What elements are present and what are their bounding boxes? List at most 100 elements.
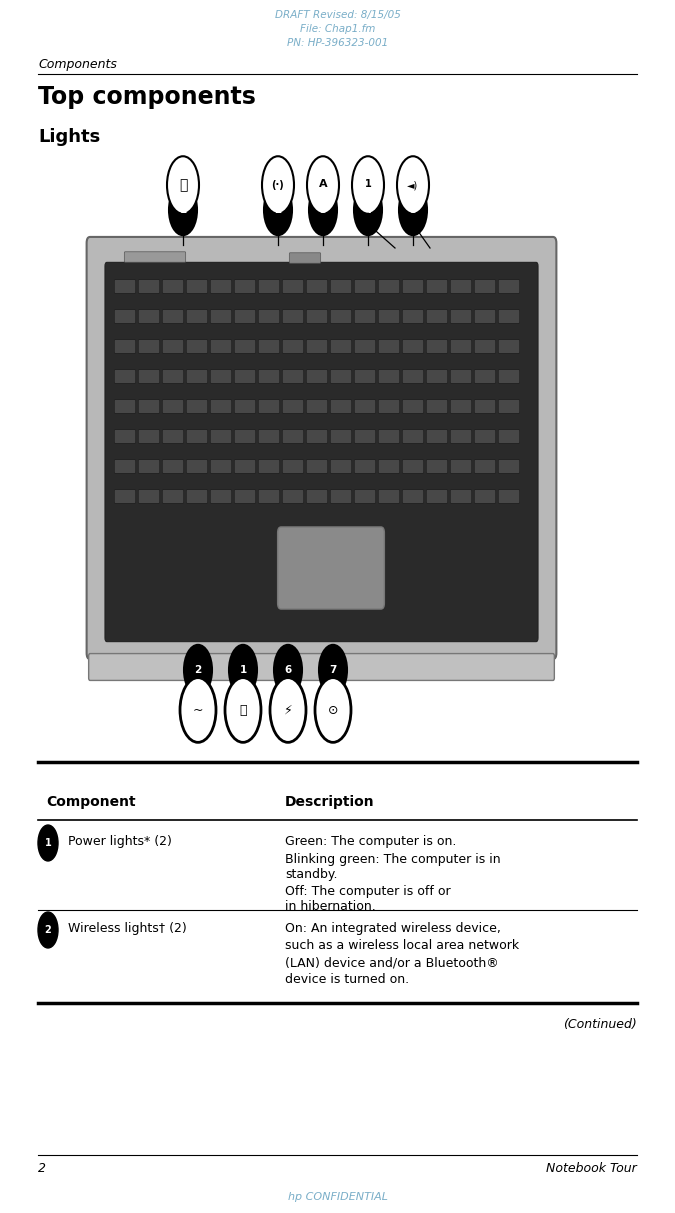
FancyBboxPatch shape — [282, 400, 304, 414]
Text: PN: HP-396323-001: PN: HP-396323-001 — [287, 38, 388, 49]
FancyBboxPatch shape — [138, 460, 160, 473]
FancyBboxPatch shape — [475, 460, 495, 473]
FancyBboxPatch shape — [330, 400, 352, 414]
FancyBboxPatch shape — [259, 309, 279, 323]
FancyBboxPatch shape — [186, 280, 208, 294]
FancyBboxPatch shape — [259, 400, 279, 414]
FancyBboxPatch shape — [498, 400, 520, 414]
FancyBboxPatch shape — [162, 340, 184, 353]
FancyBboxPatch shape — [354, 340, 376, 353]
FancyBboxPatch shape — [105, 262, 538, 642]
Text: 1: 1 — [240, 665, 246, 674]
FancyBboxPatch shape — [354, 280, 376, 294]
FancyBboxPatch shape — [354, 490, 376, 503]
FancyBboxPatch shape — [498, 460, 520, 473]
FancyBboxPatch shape — [306, 490, 327, 503]
Text: Blinking green: The computer is in: Blinking green: The computer is in — [285, 853, 501, 866]
FancyBboxPatch shape — [427, 490, 448, 503]
Text: Power lights* (2): Power lights* (2) — [68, 835, 172, 848]
FancyBboxPatch shape — [114, 370, 136, 383]
Text: Components: Components — [38, 58, 117, 72]
Circle shape — [352, 156, 384, 213]
FancyBboxPatch shape — [306, 309, 327, 323]
FancyBboxPatch shape — [306, 400, 327, 414]
FancyBboxPatch shape — [162, 370, 184, 383]
FancyBboxPatch shape — [354, 400, 376, 414]
FancyBboxPatch shape — [162, 400, 184, 414]
FancyBboxPatch shape — [378, 400, 400, 414]
FancyBboxPatch shape — [114, 490, 136, 503]
FancyBboxPatch shape — [86, 237, 556, 659]
FancyBboxPatch shape — [259, 280, 279, 294]
FancyBboxPatch shape — [354, 429, 376, 443]
Text: 7: 7 — [329, 665, 337, 674]
FancyBboxPatch shape — [378, 370, 400, 383]
Text: On: An integrated wireless device,: On: An integrated wireless device, — [285, 922, 501, 935]
FancyBboxPatch shape — [330, 340, 352, 353]
FancyBboxPatch shape — [427, 400, 448, 414]
FancyBboxPatch shape — [88, 654, 554, 680]
FancyBboxPatch shape — [282, 370, 304, 383]
FancyBboxPatch shape — [211, 280, 232, 294]
FancyBboxPatch shape — [475, 309, 495, 323]
Text: Green: The computer is on.: Green: The computer is on. — [285, 835, 456, 848]
FancyBboxPatch shape — [450, 309, 472, 323]
Text: 2: 2 — [274, 205, 281, 215]
FancyBboxPatch shape — [186, 309, 208, 323]
FancyBboxPatch shape — [282, 490, 304, 503]
Circle shape — [274, 645, 302, 695]
Text: 2: 2 — [194, 665, 202, 674]
Circle shape — [307, 156, 339, 213]
FancyBboxPatch shape — [234, 280, 256, 294]
Text: 2: 2 — [38, 1162, 46, 1175]
FancyBboxPatch shape — [114, 340, 136, 353]
Text: Notebook Tour: Notebook Tour — [546, 1162, 637, 1175]
FancyBboxPatch shape — [138, 400, 160, 414]
FancyBboxPatch shape — [306, 340, 327, 353]
Circle shape — [399, 184, 427, 235]
FancyBboxPatch shape — [211, 400, 232, 414]
FancyBboxPatch shape — [211, 490, 232, 503]
FancyBboxPatch shape — [306, 280, 327, 294]
Circle shape — [38, 825, 58, 861]
FancyBboxPatch shape — [138, 490, 160, 503]
FancyBboxPatch shape — [330, 370, 352, 383]
FancyBboxPatch shape — [330, 429, 352, 443]
FancyBboxPatch shape — [162, 460, 184, 473]
FancyBboxPatch shape — [186, 429, 208, 443]
Text: ⚡: ⚡ — [284, 704, 292, 717]
FancyBboxPatch shape — [306, 370, 327, 383]
FancyBboxPatch shape — [402, 370, 424, 383]
Text: Component: Component — [46, 795, 136, 809]
Text: ~: ~ — [193, 704, 203, 717]
FancyBboxPatch shape — [138, 340, 160, 353]
FancyBboxPatch shape — [498, 340, 520, 353]
FancyBboxPatch shape — [306, 429, 327, 443]
FancyBboxPatch shape — [162, 280, 184, 294]
Text: device is turned on.: device is turned on. — [285, 973, 409, 986]
Circle shape — [309, 184, 337, 235]
FancyBboxPatch shape — [162, 429, 184, 443]
FancyBboxPatch shape — [211, 309, 232, 323]
Text: Top components: Top components — [38, 85, 256, 109]
Text: 1: 1 — [45, 838, 51, 848]
Text: 2: 2 — [45, 926, 51, 935]
FancyBboxPatch shape — [234, 429, 256, 443]
Circle shape — [354, 184, 382, 235]
Text: Wireless lights† (2): Wireless lights† (2) — [68, 922, 187, 935]
FancyBboxPatch shape — [498, 490, 520, 503]
Text: 5: 5 — [409, 205, 416, 215]
FancyBboxPatch shape — [475, 490, 495, 503]
FancyBboxPatch shape — [402, 429, 424, 443]
FancyBboxPatch shape — [282, 460, 304, 473]
FancyBboxPatch shape — [402, 460, 424, 473]
Text: (Continued): (Continued) — [563, 1018, 637, 1031]
FancyBboxPatch shape — [259, 490, 279, 503]
FancyBboxPatch shape — [114, 400, 136, 414]
FancyBboxPatch shape — [282, 280, 304, 294]
FancyBboxPatch shape — [234, 490, 256, 503]
Text: File: Chap1.fm: File: Chap1.fm — [300, 24, 375, 34]
FancyBboxPatch shape — [402, 340, 424, 353]
FancyBboxPatch shape — [186, 370, 208, 383]
FancyBboxPatch shape — [402, 490, 424, 503]
